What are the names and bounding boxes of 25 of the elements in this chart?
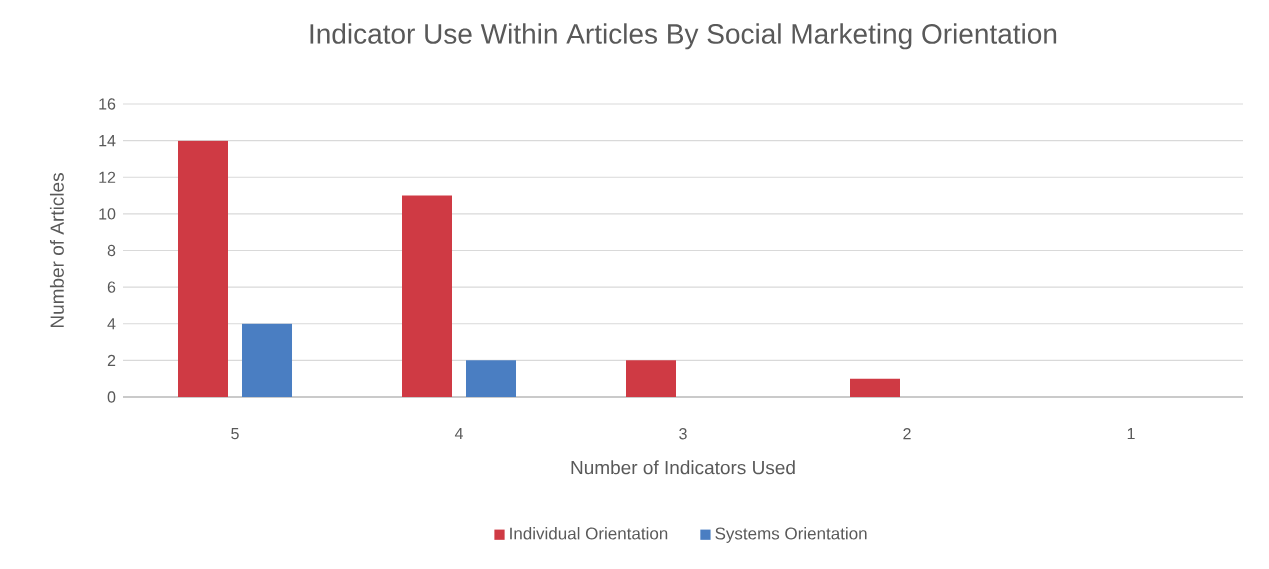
x-axis-title: Number of Indicators Used (571, 460, 795, 475)
y-tick-label: 6 (107, 281, 116, 293)
x-tick-label: 3 (679, 428, 687, 440)
legend-label: Individual Orientation (510, 527, 668, 540)
y-tick-label: 16 (99, 98, 116, 110)
y-tick-label: 4 (107, 318, 116, 330)
bar (402, 195, 452, 397)
y-tick-label: 8 (107, 244, 116, 257)
legend-label: Systems Orientation (715, 527, 867, 543)
chart-title: Indicator Use Within Articles By Social Marketing Orientation (310, 23, 1057, 50)
y-axis-title: Number of Articles (49, 173, 64, 328)
y-tick-label: 14 (99, 135, 116, 147)
bar (850, 378, 900, 397)
x-tick-label: 5 (231, 428, 239, 440)
y-tick-label: 2 (107, 354, 116, 366)
x-tick-label: 1 (1127, 428, 1135, 440)
bar (178, 140, 228, 397)
bar (466, 360, 517, 397)
bar (626, 360, 676, 397)
x-tick-label: 2 (903, 428, 911, 440)
bar (242, 323, 293, 397)
x-tick-label: 4 (454, 428, 463, 440)
y-tick-label: 0 (107, 391, 116, 403)
y-tick-label: 12 (99, 171, 116, 183)
y-tick-label: 10 (99, 208, 116, 220)
